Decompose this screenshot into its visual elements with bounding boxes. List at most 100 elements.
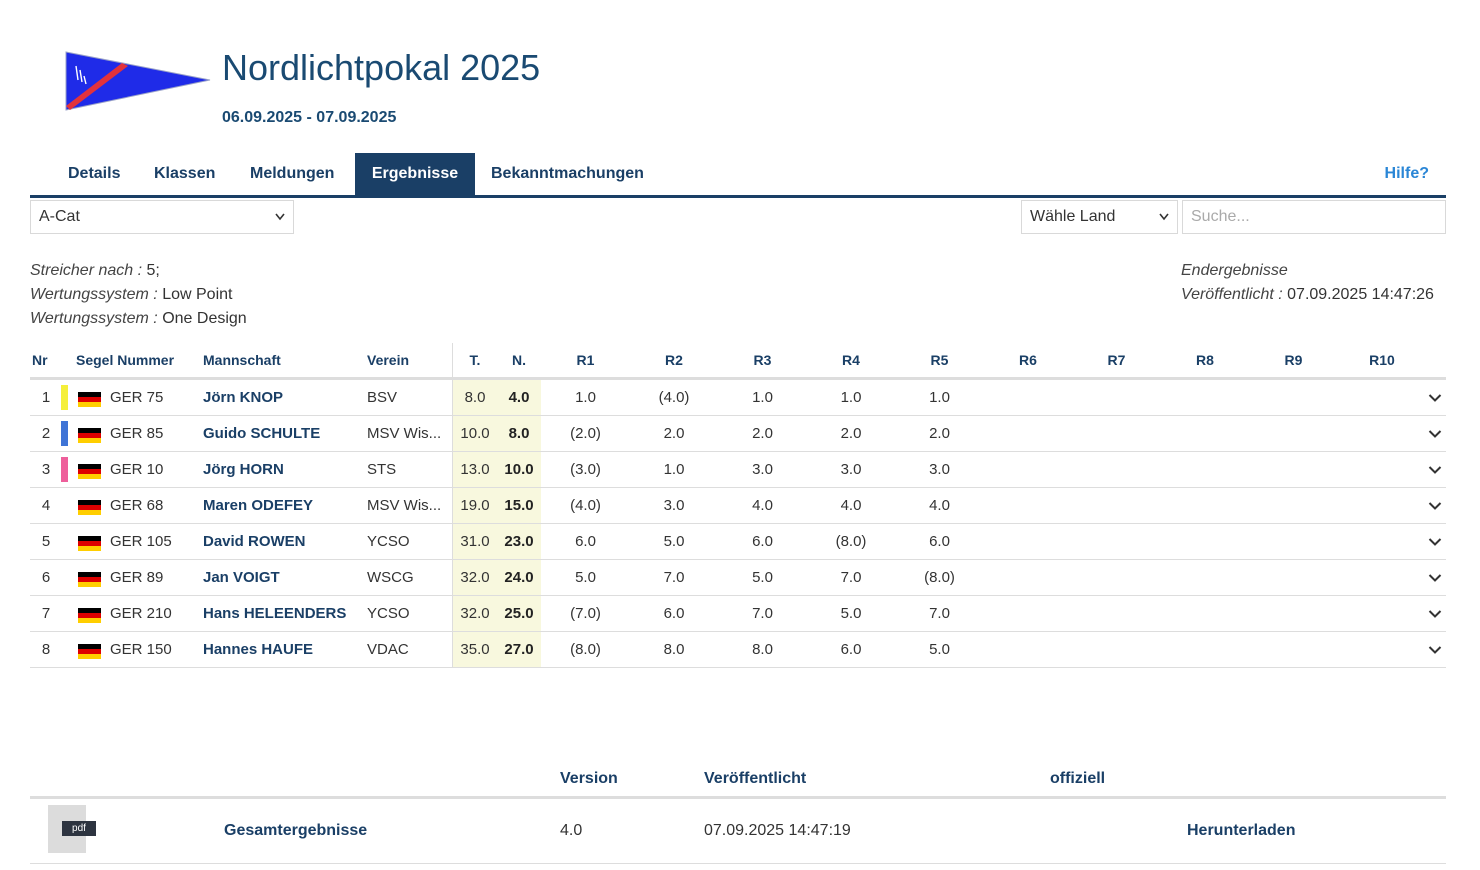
race-score: 3.0: [929, 461, 950, 478]
germany-flag-icon: [78, 464, 101, 479]
col-version: Version: [560, 770, 618, 787]
total-points: 35.0: [453, 632, 497, 667]
total-points: 32.0: [453, 596, 497, 631]
table-row[interactable]: 8 GER 150 Hannes HAUFE VDAC 35.0 27.0 (8.0) 8.0…: [30, 632, 1446, 668]
help-link[interactable]: Hilfe?: [1384, 165, 1429, 182]
chevron-down-icon[interactable]: [1428, 560, 1442, 595]
results-table: Nr Segel Nummer Mannschaft Verein T. N. …: [30, 343, 1446, 668]
race-score: 5.0: [663, 533, 685, 550]
position-marker: [61, 385, 68, 410]
crew-name-link[interactable]: David ROWEN: [203, 533, 306, 550]
class-select[interactable]: A-Cat: [30, 200, 294, 234]
table-row[interactable]: 1 GER 75 Jörn KNOP BSV 8.0 4.0 1.0 (4.0) 1.0 1.0 1…: [30, 380, 1446, 416]
crew-name-link[interactable]: Hans HELEENDERS: [203, 605, 347, 622]
chevron-down-icon[interactable]: [1428, 416, 1442, 451]
col-r8: R8: [1196, 352, 1214, 368]
total-points: 8.0: [453, 380, 497, 415]
germany-flag-icon: [78, 644, 101, 659]
crew-name-link[interactable]: Jörn KNOP: [203, 389, 284, 406]
download-link[interactable]: Herunterladen: [1187, 822, 1296, 839]
race-score: 6.0: [929, 533, 950, 550]
country-select[interactable]: Wähle Land: [1021, 200, 1178, 234]
crew-name-link[interactable]: Hannes HAUFE: [203, 641, 314, 658]
country-select-value: Wähle Land: [1030, 208, 1116, 225]
club-name: YCSO: [367, 605, 410, 622]
race-score: 5.0: [575, 569, 596, 586]
publication-info: Endergebnisse Veröffentlicht : 07.09.202…: [1181, 259, 1434, 307]
total-points: 32.0: [453, 560, 497, 595]
sail-number: GER 10: [110, 461, 164, 478]
scoring-system-info: Wertungssystem : One Design: [30, 310, 247, 327]
documents-table: Version Veröffentlicht offiziell pdf Ges…: [30, 762, 1446, 864]
table-row[interactable]: 3 GER 10 Jörg HORN STS 13.0 10.0 (3.0) 1.0 3.0 3.…: [30, 452, 1446, 488]
race-score: 8.0: [663, 641, 685, 658]
club-name: WSCG: [367, 569, 414, 586]
sail-number: GER 85: [110, 425, 164, 442]
net-points: 23.0: [497, 524, 541, 559]
results-header: Nr Segel Nummer Mannschaft Verein T. N. …: [30, 343, 1446, 380]
tab-meldungen[interactable]: Meldungen: [250, 165, 335, 182]
chevron-down-icon[interactable]: [1428, 380, 1442, 415]
race-score: 5.0: [752, 569, 773, 586]
tab-ergebnisse[interactable]: Ergebnisse: [355, 153, 475, 195]
table-row[interactable]: 5 GER 105 David ROWEN YCSO 31.0 23.0 6.0 5.0 6.0…: [30, 524, 1446, 560]
col-sail-number: Segel Nummer: [76, 352, 175, 368]
search-input[interactable]: [1182, 200, 1446, 234]
club-name: MSV Wis...: [367, 425, 442, 442]
tab-klassen[interactable]: Klassen: [154, 165, 216, 182]
tab-bar: Details Klassen Meldungen Ergebnisse Bek…: [30, 153, 1446, 198]
race-score: 6.0: [575, 533, 596, 550]
chevron-down-icon[interactable]: [1428, 596, 1442, 631]
race-score: 1.0: [663, 461, 685, 478]
crew-name-link[interactable]: Guido SCHULTE: [203, 425, 321, 442]
chevron-down-icon[interactable]: [1428, 452, 1442, 487]
germany-flag-icon: [78, 392, 101, 407]
pdf-file-icon[interactable]: pdf: [48, 805, 96, 853]
net-points: 24.0: [497, 560, 541, 595]
table-row[interactable]: 2 GER 85 Guido SCHULTE MSV Wis... 10.0 8.0 (2.…: [30, 416, 1446, 452]
race-score: 7.0: [752, 605, 773, 622]
race-score: 3.0: [663, 497, 685, 514]
race-score: (8.0): [835, 533, 867, 550]
crew-name-link[interactable]: Jan VOIGT: [203, 569, 280, 586]
sail-number: GER 105: [110, 533, 172, 550]
tab-bekanntmachungen[interactable]: Bekanntmachungen: [491, 165, 644, 182]
table-row[interactable]: 4 GER 68 Maren ODEFEY MSV Wis... 19.0 15.0 (4.…: [30, 488, 1446, 524]
total-points: 19.0: [453, 488, 497, 523]
document-row: pdf Gesamtergebnisse 4.0 07.09.2025 14:4…: [30, 799, 1446, 864]
chevron-down-icon[interactable]: [1428, 632, 1442, 667]
race-score: 7.0: [663, 569, 685, 586]
race-score: 4.0: [929, 497, 950, 514]
table-row[interactable]: 7 GER 210 Hans HELEENDERS YCSO 32.0 25.0 (7.0)…: [30, 596, 1446, 632]
document-version: 4.0: [560, 822, 583, 839]
germany-flag-icon: [78, 572, 101, 587]
net-points: 27.0: [497, 632, 541, 667]
col-official: offiziell: [1050, 770, 1106, 787]
burgee-flag-icon: [65, 51, 211, 111]
document-published: 07.09.2025 14:47:19: [704, 822, 851, 839]
scoring-info: Streicher nach : 5; Wertungssystem : Low…: [30, 259, 247, 331]
tab-details[interactable]: Details: [68, 165, 121, 182]
germany-flag-icon: [78, 428, 101, 443]
col-total: T.: [469, 352, 481, 368]
race-score: 8.0: [752, 641, 773, 658]
race-score: 1.0: [752, 389, 773, 406]
net-points: 4.0: [497, 380, 541, 415]
crew-name-link[interactable]: Jörg HORN: [203, 461, 284, 478]
race-score: (8.0): [924, 569, 955, 586]
col-r10: R10: [1369, 352, 1395, 368]
club-name: MSV Wis...: [367, 497, 442, 514]
document-name-link[interactable]: Gesamtergebnisse: [224, 822, 368, 839]
sail-number: GER 68: [110, 497, 164, 514]
race-score: 5.0: [840, 605, 862, 622]
chevron-down-icon[interactable]: [1428, 488, 1442, 523]
total-points: 31.0: [453, 524, 497, 559]
row-rank: 6: [41, 569, 51, 586]
race-score: 6.0: [752, 533, 773, 550]
chevron-down-icon[interactable]: [1428, 524, 1442, 559]
discard-info: Streicher nach : 5;: [30, 262, 160, 279]
race-score: 6.0: [663, 605, 685, 622]
row-rank: 3: [41, 461, 51, 478]
table-row[interactable]: 6 GER 89 Jan VOIGT WSCG 32.0 24.0 5.0 7.0 5.0 7.0…: [30, 560, 1446, 596]
crew-name-link[interactable]: Maren ODEFEY: [203, 497, 314, 514]
